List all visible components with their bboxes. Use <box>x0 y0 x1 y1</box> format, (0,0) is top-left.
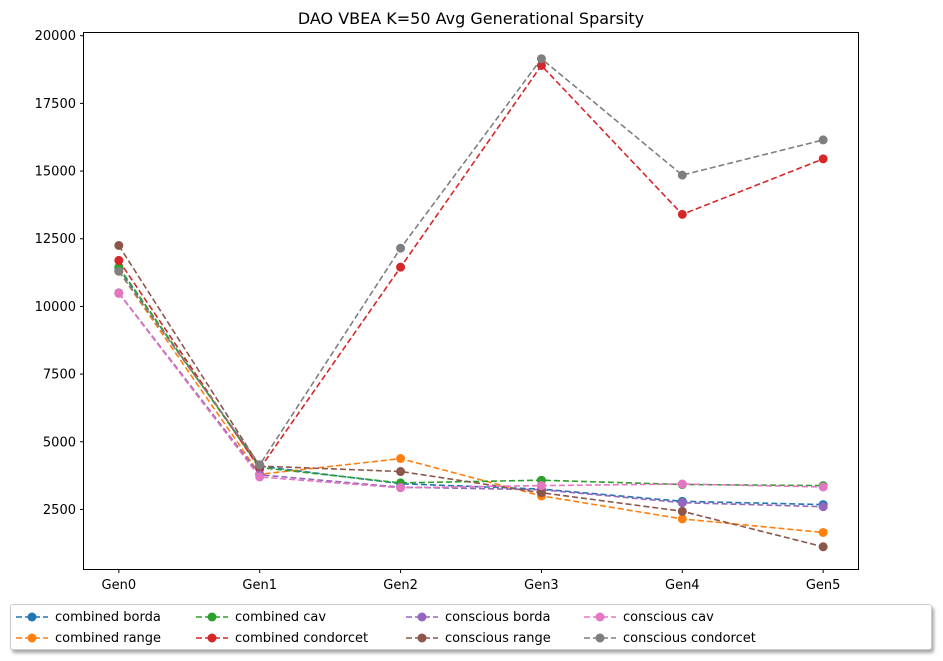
legend-label: conscious condorcet <box>623 630 756 646</box>
y-tick-label: 5000 <box>43 435 76 450</box>
legend: combined borda combined range combined cav… <box>10 604 932 650</box>
legend-item-combined-cav: combined cav <box>195 607 326 627</box>
data-point <box>677 170 687 180</box>
x-tick-label: Gen2 <box>383 578 418 593</box>
legend-swatch <box>196 633 228 643</box>
data-point <box>818 527 828 537</box>
series-conscious-cav <box>114 288 828 493</box>
data-point <box>536 54 546 64</box>
legend-swatch <box>196 612 228 622</box>
data-point <box>536 60 546 70</box>
plot-frame <box>83 32 859 570</box>
series-combined-borda <box>114 264 828 510</box>
y-tick-label: 7500 <box>43 368 76 383</box>
data-point <box>818 542 828 552</box>
legend-item-conscious-condorcet: conscious condorcet <box>583 628 756 648</box>
series-conscious-condorcet <box>114 54 828 470</box>
series-line <box>118 245 824 548</box>
data-point <box>677 506 687 516</box>
y-tick-label: 12500 <box>35 232 76 247</box>
data-point <box>255 460 265 470</box>
data-point <box>114 288 124 298</box>
x-tick-label: Gen5 <box>806 578 841 593</box>
legend-swatch <box>584 612 616 622</box>
series-line <box>118 266 824 487</box>
data-point <box>396 467 406 477</box>
legend-swatch <box>16 612 48 622</box>
data-point <box>396 454 406 464</box>
legend-swatch <box>406 633 438 643</box>
series-combined-range <box>114 266 828 537</box>
legend-label: conscious range <box>445 630 551 646</box>
series-line <box>118 268 824 506</box>
data-point <box>396 243 406 253</box>
legend-swatch <box>584 633 616 643</box>
x-tick-label: Gen3 <box>524 578 559 593</box>
legend-item-conscious-borda: conscious borda <box>405 607 551 627</box>
legend-item-combined-condorcet: combined condorcet <box>195 628 368 648</box>
series-conscious-range <box>114 241 828 552</box>
y-tick-label: 15000 <box>35 165 76 180</box>
data-point <box>818 502 828 512</box>
y-tick-label: 10000 <box>35 300 76 315</box>
data-point <box>818 154 828 164</box>
data-point <box>677 479 687 489</box>
series-combined-cav <box>114 262 828 491</box>
data-point <box>114 241 124 251</box>
series-line <box>118 64 824 471</box>
data-point <box>396 262 406 272</box>
axis-layer: 2500 5000 7500 10000 12500 15000 17500 20000 Gen… <box>35 29 841 593</box>
legend-label: combined cav <box>235 609 327 625</box>
legend-swatch <box>16 633 48 643</box>
legend-label: combined range <box>55 630 162 646</box>
data-point <box>818 135 828 145</box>
y-tick-label: 20000 <box>35 29 76 44</box>
data-point <box>677 209 687 219</box>
y-tick-label: 17500 <box>35 97 76 112</box>
series-line <box>118 57 824 467</box>
legend-label: combined condorcet <box>235 630 369 646</box>
legend-swatch <box>406 612 438 622</box>
legend-label: conscious borda <box>445 609 551 625</box>
legend-label: conscious cav <box>623 609 714 625</box>
x-tick-label: Gen4 <box>665 578 700 593</box>
data-point <box>536 488 546 498</box>
series-line <box>118 292 824 489</box>
legend-item-combined-range: combined range <box>15 628 161 648</box>
series-layer <box>114 54 828 552</box>
data-point <box>255 472 265 482</box>
series-line <box>118 292 824 508</box>
legend-item-conscious-range: conscious range <box>405 628 551 648</box>
chart-title: DAO VBEA K=50 Avg Generational Sparsity <box>298 9 644 28</box>
data-point <box>677 514 687 524</box>
series-line <box>118 270 824 534</box>
y-tick-label: 2500 <box>43 503 76 518</box>
x-tick-label: Gen0 <box>102 578 137 593</box>
data-point <box>536 481 546 491</box>
data-point <box>114 266 124 276</box>
data-point <box>396 483 406 493</box>
legend-label: combined borda <box>55 609 161 625</box>
x-tick-label: Gen1 <box>242 578 277 593</box>
data-point <box>114 255 124 265</box>
data-point <box>677 498 687 508</box>
data-point <box>818 482 828 492</box>
legend-item-conscious-cav: conscious cav <box>583 607 714 627</box>
legend-item-combined-borda: combined borda <box>15 607 161 627</box>
